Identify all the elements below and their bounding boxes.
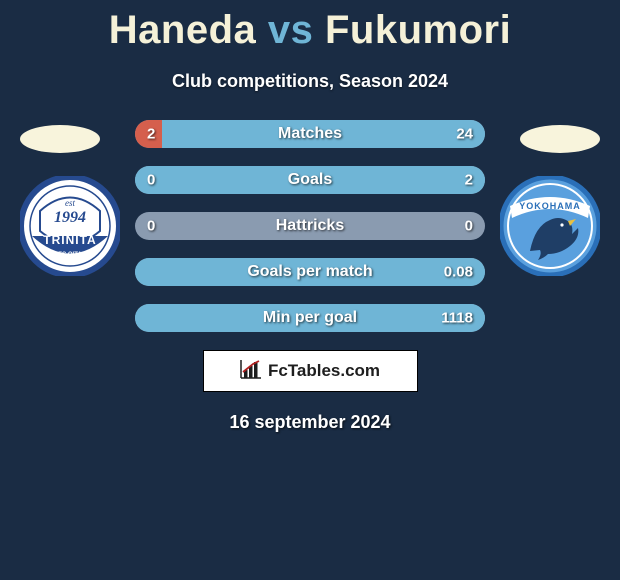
svg-text:1994: 1994 [54, 209, 86, 226]
stat-row: 0 2 Goals [135, 166, 485, 194]
stat-value-player2: 24 [456, 126, 473, 143]
stat-label: Matches [278, 125, 342, 143]
brand-text: FcTables.com [268, 361, 380, 381]
player2-club-badge: YOKOHAMA [500, 176, 600, 276]
player1-club-badge: est 1994 TRINITA FC OITA [20, 176, 120, 276]
stat-label: Goals [288, 171, 332, 189]
brand-box[interactable]: FcTables.com [203, 350, 418, 392]
stat-label: Min per goal [263, 309, 357, 327]
player2-name: Fukumori [325, 8, 511, 52]
subtitle: Club competitions, Season 2024 [0, 71, 620, 92]
stat-row: 1118 Min per goal [135, 304, 485, 332]
stats-container: 2 24 Matches 0 2 Goals 0 0 Hattricks 0.08 Goals pe… [135, 120, 485, 332]
stat-value-player2: 0 [465, 218, 473, 235]
brand-chart-icon [240, 359, 262, 384]
vs-text: vs [268, 8, 314, 52]
svg-text:est: est [65, 198, 75, 208]
stat-value-player1: 0 [147, 172, 155, 189]
stat-row: 0 0 Hattricks [135, 212, 485, 240]
stat-value-player2: 0.08 [444, 264, 473, 281]
stat-value-player1: 0 [147, 218, 155, 235]
stat-label: Goals per match [247, 263, 372, 281]
stat-row: 2 24 Matches [135, 120, 485, 148]
stat-value-player2: 2 [465, 172, 473, 189]
svg-text:TRINITA: TRINITA [43, 233, 96, 247]
stat-value-player1: 2 [147, 126, 155, 143]
stat-label: Hattricks [276, 217, 344, 235]
date-text: 16 september 2024 [0, 412, 620, 433]
player1-name-ellipse [20, 125, 100, 153]
svg-text:YOKOHAMA: YOKOHAMA [519, 201, 581, 211]
stat-row: 0.08 Goals per match [135, 258, 485, 286]
stat-value-player2: 1118 [441, 310, 473, 327]
svg-text:FC OITA: FC OITA [58, 252, 82, 258]
player2-name-ellipse [520, 125, 600, 153]
comparison-title: Haneda vs Fukumori [0, 0, 620, 53]
player1-name: Haneda [109, 8, 257, 52]
